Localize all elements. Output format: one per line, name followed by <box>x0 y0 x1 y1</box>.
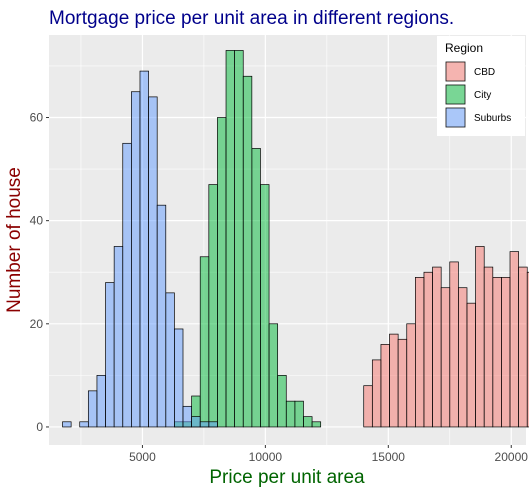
bar-city <box>268 323 279 428</box>
legend-label: CBD <box>474 67 495 78</box>
series-suburbs <box>62 70 218 428</box>
bar-city <box>242 75 253 428</box>
legend-key <box>445 84 466 105</box>
y-tick-label: 60 <box>30 111 44 125</box>
bar-cbd <box>492 277 502 428</box>
legend-item-suburbs: Suburbs <box>445 107 511 128</box>
bar-suburbs <box>174 328 184 428</box>
bar-cbd <box>466 302 476 428</box>
legend-key <box>445 107 466 128</box>
bar-suburbs <box>62 421 72 428</box>
bar-cbd <box>458 287 468 428</box>
bar-cbd <box>501 277 511 428</box>
bar-cbd <box>432 266 442 428</box>
y-axis-title: Number of house <box>4 167 25 313</box>
y-tick-label: 40 <box>30 214 44 228</box>
legend-key <box>445 61 466 82</box>
bar-cbd <box>449 261 459 428</box>
bar-suburbs <box>165 292 175 428</box>
bar-cbd <box>423 271 433 428</box>
series-cbd <box>363 246 529 428</box>
bar-city <box>294 400 304 428</box>
bar-city <box>234 50 244 428</box>
chart-title: Mortgage price per unit area in differen… <box>49 8 454 29</box>
x-tick-label: 20000 <box>495 450 529 464</box>
bar-cbd <box>415 277 425 428</box>
x-axis: 5000 10000 15000 20000 <box>129 445 528 464</box>
bar-suburbs <box>148 96 158 428</box>
bar-city <box>251 148 261 428</box>
bar-suburbs <box>208 421 218 428</box>
bar-suburbs <box>139 70 149 428</box>
legend-item-city: City <box>445 84 491 105</box>
bar-cbd <box>406 323 416 428</box>
bar-cbd <box>475 246 485 428</box>
bar-suburbs <box>156 204 167 428</box>
bar-suburbs <box>191 416 201 428</box>
bar-city <box>303 416 313 428</box>
bar-cbd <box>380 344 390 428</box>
bar-city <box>277 375 287 428</box>
bar-suburbs <box>131 91 141 428</box>
bar-city <box>225 50 235 428</box>
y-tick-label: 0 <box>36 420 43 434</box>
legend-title: Region <box>445 41 483 55</box>
y-tick-label: 20 <box>30 317 44 331</box>
bar-suburbs <box>105 282 115 428</box>
y-axis: 0 20 40 60 <box>30 111 49 434</box>
bar-city <box>285 400 296 428</box>
bar-cbd <box>483 266 494 428</box>
bar-cbd <box>526 271 529 428</box>
bar-cbd <box>371 359 382 428</box>
bar-city <box>217 117 227 428</box>
x-tick-label: 10000 <box>249 450 283 464</box>
bar-city <box>208 184 218 428</box>
bar-suburbs <box>79 421 89 428</box>
legend-item-cbd: CBD <box>445 61 495 82</box>
x-tick-label: 15000 <box>372 450 406 464</box>
bar-city <box>199 256 210 428</box>
bar-suburbs <box>199 421 210 428</box>
bar-cbd <box>389 333 399 428</box>
bar-cbd <box>509 251 519 428</box>
bar-suburbs <box>122 142 132 428</box>
bar-city <box>260 184 270 428</box>
bar-city <box>311 421 322 428</box>
legend: Region CBD City Suburbs <box>437 36 525 136</box>
bar-suburbs <box>113 246 124 428</box>
legend-label: Suburbs <box>474 113 511 124</box>
bar-cbd <box>397 338 408 428</box>
bar-cbd <box>518 266 528 428</box>
bar-suburbs <box>182 405 192 428</box>
bar-suburbs <box>87 390 98 428</box>
histogram-bars <box>62 50 529 428</box>
legend-label: City <box>474 90 491 101</box>
bar-suburbs <box>96 375 106 428</box>
x-tick-label: 5000 <box>129 450 156 464</box>
bar-cbd <box>363 385 373 428</box>
series-city <box>174 50 322 428</box>
x-axis-title: Price per unit area <box>209 467 365 488</box>
bar-cbd <box>440 287 451 428</box>
